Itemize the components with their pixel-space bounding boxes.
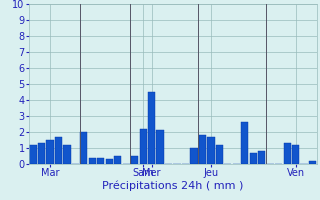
Bar bbox=[63, 145, 70, 164]
Bar bbox=[258, 151, 265, 164]
Bar bbox=[106, 159, 113, 164]
Bar bbox=[216, 145, 223, 164]
Bar bbox=[309, 161, 316, 164]
Bar bbox=[207, 137, 214, 164]
Bar bbox=[29, 145, 36, 164]
Bar bbox=[250, 153, 257, 164]
Bar bbox=[140, 129, 147, 164]
Bar bbox=[46, 140, 53, 164]
Bar bbox=[190, 148, 197, 164]
X-axis label: Précipitations 24h ( mm ): Précipitations 24h ( mm ) bbox=[102, 181, 244, 191]
Bar bbox=[284, 143, 291, 164]
Bar bbox=[131, 156, 138, 164]
Bar bbox=[89, 158, 96, 164]
Bar bbox=[80, 132, 87, 164]
Bar bbox=[241, 122, 248, 164]
Bar bbox=[55, 137, 62, 164]
Bar bbox=[156, 130, 164, 164]
Bar bbox=[292, 145, 299, 164]
Bar bbox=[97, 158, 104, 164]
Bar bbox=[114, 156, 121, 164]
Bar bbox=[199, 135, 206, 164]
Bar bbox=[38, 143, 45, 164]
Bar bbox=[148, 92, 155, 164]
